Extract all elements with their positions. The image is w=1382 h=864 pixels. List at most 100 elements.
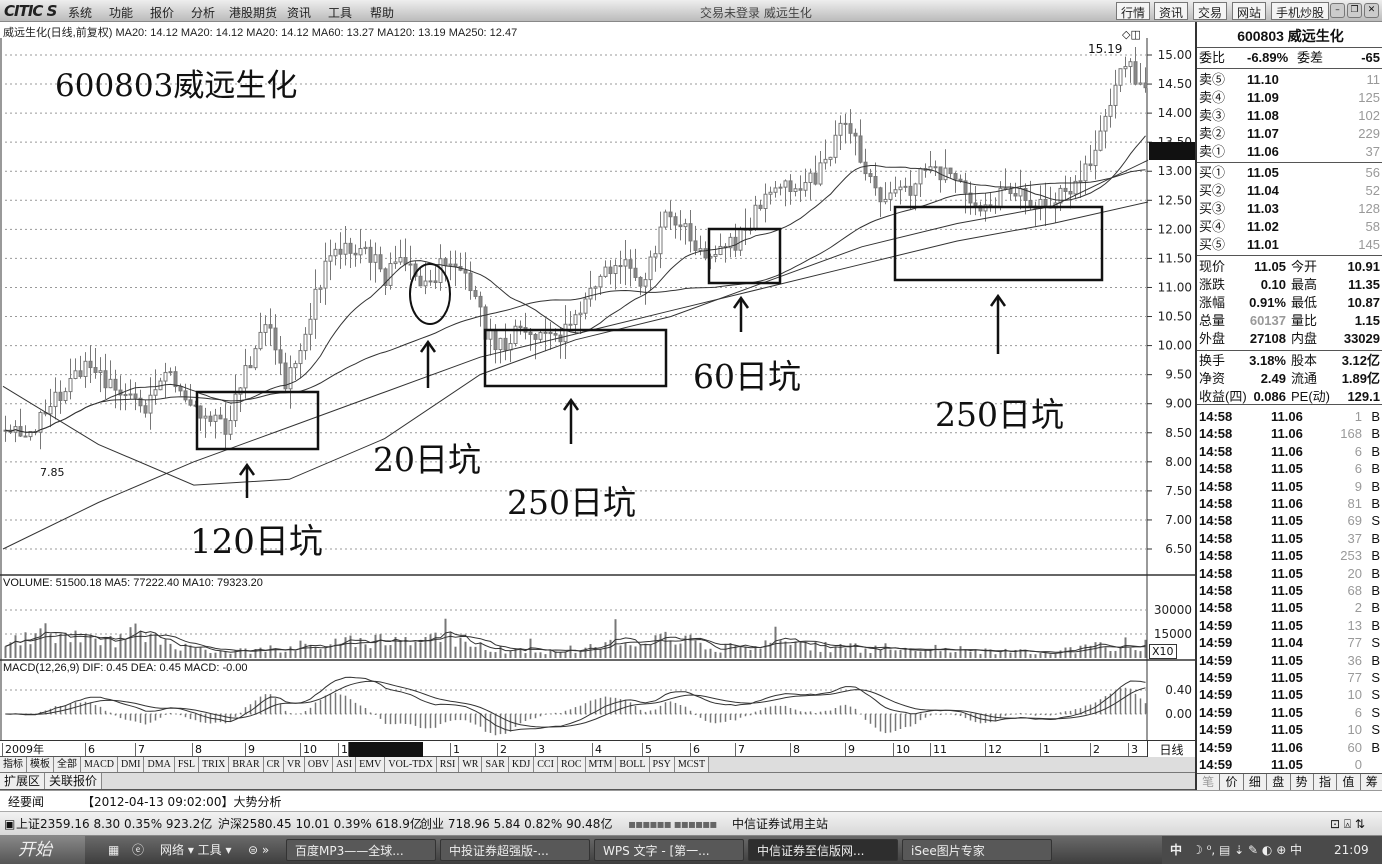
bid-row[interactable]: 买⑤ 11.01 145 xyxy=(1199,236,1382,254)
close-icon[interactable]: ✕ xyxy=(1364,3,1379,18)
candle-body xyxy=(608,266,613,275)
quote-tab[interactable]: 笔 xyxy=(1197,774,1221,791)
indicator-tab[interactable]: FSL xyxy=(174,757,200,772)
shanghai-index[interactable]: 上证2359.16 8.30 0.35% 923.2亿 xyxy=(16,817,213,831)
tab-related-quotes[interactable]: 关联报价 xyxy=(45,773,103,789)
indicator-tab[interactable]: OBV xyxy=(304,757,333,772)
indicator-tab[interactable]: ASI xyxy=(333,757,357,772)
ask-row[interactable]: 卖⑤ 11.10 11 xyxy=(1199,71,1382,89)
indicator-tab[interactable]: ROC xyxy=(557,757,586,772)
ask-row[interactable]: 卖① 11.06 37 xyxy=(1199,143,1382,161)
candle-body xyxy=(153,389,158,396)
candle-body xyxy=(683,223,688,228)
bid-row[interactable]: 买① 11.05 56 xyxy=(1199,164,1382,182)
info-button[interactable]: 资讯 xyxy=(1154,2,1189,20)
quote-tab[interactable]: 值 xyxy=(1337,774,1361,791)
task-citic[interactable]: 中信证券至信版网... xyxy=(748,839,898,861)
candle-body xyxy=(1123,66,1128,70)
mobile-trading-button[interactable]: 手机炒股 xyxy=(1271,2,1330,20)
price-tick-label: 9.50 xyxy=(1165,368,1192,382)
chart-options-icon[interactable]: ◇◫ xyxy=(1122,28,1141,41)
quote-tab[interactable]: 价 xyxy=(1220,774,1244,791)
status-menu-icon[interactable]: ▣ xyxy=(4,817,16,831)
ime-indicator[interactable]: 中 xyxy=(1170,843,1183,857)
menu-help[interactable]: 帮助 xyxy=(370,6,395,20)
bid-row[interactable]: 买② 11.04 52 xyxy=(1199,182,1382,200)
tab-extension-area[interactable]: 扩展区 xyxy=(0,773,46,789)
desktop-icon[interactable]: ▦ xyxy=(108,843,120,857)
quicklaunch-menu[interactable]: 网络 ▾ 工具 ▾ xyxy=(160,843,232,857)
hushen-index[interactable]: 沪深2580.45 10.01 0.39% 618.9亿 xyxy=(218,817,422,831)
indicator-tab[interactable]: VR xyxy=(283,757,305,772)
indicator-tab[interactable]: WR xyxy=(459,757,483,772)
candle-body xyxy=(453,263,458,268)
minimize-icon[interactable]: – xyxy=(1330,3,1345,18)
menu-quote[interactable]: 报价 xyxy=(150,6,175,20)
indicator-tab[interactable]: MTM xyxy=(585,757,617,772)
tick-time: 14:58 xyxy=(1199,565,1233,581)
task-baidu-mp3[interactable]: 百度MP3——全球... xyxy=(286,839,436,861)
indicator-tab[interactable]: CR xyxy=(263,757,284,772)
start-button[interactable]: 开始 xyxy=(0,836,85,864)
menu-info[interactable]: 资讯 xyxy=(287,6,312,20)
ask-row[interactable]: 卖② 11.07 229 xyxy=(1199,125,1382,143)
indicator-tab[interactable]: SAR xyxy=(482,757,509,772)
indicator-tab[interactable]: BRAR xyxy=(229,757,264,772)
date-tick: 1 xyxy=(450,743,460,756)
ie-icon[interactable]: ⓔ xyxy=(132,843,145,857)
indicator-tab[interactable]: 全部 xyxy=(54,757,81,772)
candle-body xyxy=(678,224,683,228)
menu-system[interactable]: 系统 xyxy=(68,6,93,20)
candle-body xyxy=(553,333,558,336)
menu-tools[interactable]: 工具 xyxy=(328,6,353,20)
media-icon[interactable]: ⊜ » xyxy=(248,843,270,857)
stat-value: 0.10 xyxy=(1260,277,1286,292)
kline-chart[interactable]: 15.0014.5014.0013.5013.0012.5012.0011.50… xyxy=(0,38,1195,740)
bid-row[interactable]: 买③ 11.03 128 xyxy=(1199,200,1382,218)
quote-tab[interactable]: 指 xyxy=(1313,774,1338,791)
candle-body xyxy=(143,405,148,414)
ask-row[interactable]: 卖④ 11.09 125 xyxy=(1199,89,1382,107)
tick-time: 14:59 xyxy=(1199,757,1233,772)
indicator-tab[interactable]: DMA xyxy=(144,757,175,772)
quote-tab[interactable]: 势 xyxy=(1290,774,1314,791)
indicator-tab[interactable]: 模板 xyxy=(27,757,54,772)
task-isee[interactable]: iSee图片专家 xyxy=(902,839,1052,861)
menu-hk-futures[interactable]: 港股期货 xyxy=(229,6,278,20)
indicator-tab[interactable]: RSI xyxy=(436,757,460,772)
indicator-tab[interactable]: CCI xyxy=(534,757,558,772)
market-button[interactable]: 行情 xyxy=(1116,2,1151,20)
quote-panel: 600803 威远生化 委比 -6.89% 委差 -65 卖⑤ 11.10 11… xyxy=(1195,22,1382,791)
indicator-tab[interactable]: MACD xyxy=(81,757,119,772)
website-button[interactable]: 网站 xyxy=(1232,2,1267,20)
indicator-tab[interactable]: 指标 xyxy=(0,757,27,772)
chinext-index[interactable]: 创业 718.96 5.84 0.82% 90.48亿 xyxy=(420,817,613,831)
trade-button[interactable]: 交易 xyxy=(1193,2,1228,20)
indicator-tab[interactable]: TRIX xyxy=(199,757,230,772)
indicator-tab[interactable]: EMV xyxy=(356,757,386,772)
indicator-tab[interactable]: KDJ xyxy=(508,757,535,772)
indicator-tab[interactable]: MCST xyxy=(674,757,710,772)
arrow-250-a-head xyxy=(562,397,580,411)
quote-tab[interactable]: 筹 xyxy=(1360,774,1382,791)
restore-icon[interactable]: ❐ xyxy=(1347,3,1362,18)
quote-tab[interactable]: 盘 xyxy=(1267,774,1291,791)
menu-analysis[interactable]: 分析 xyxy=(191,6,216,20)
quote-tab[interactable]: 细 xyxy=(1243,774,1268,791)
price-tick-label: 10.50 xyxy=(1158,310,1192,324)
period-label[interactable]: 日线 xyxy=(1147,741,1195,757)
indicator-tab[interactable]: PSY xyxy=(649,757,675,772)
menu-function[interactable]: 功能 xyxy=(109,6,134,20)
indicator-tab[interactable]: VOL-TDX xyxy=(385,757,437,772)
candle-body xyxy=(773,187,778,193)
task-wps[interactable]: WPS 文字 - [第一... xyxy=(594,839,744,861)
task-zhongtou[interactable]: 中投证券超强版-... xyxy=(440,839,590,861)
indicator-tab[interactable]: BOLL xyxy=(616,757,650,772)
ask-row[interactable]: 卖③ 11.08 102 xyxy=(1199,107,1382,125)
candle-body xyxy=(978,205,983,212)
bid-row[interactable]: 买④ 11.02 58 xyxy=(1199,218,1382,236)
news-headline[interactable]: 【2012-04-13 09:02:00】大势分析 xyxy=(82,795,282,809)
candle-body xyxy=(928,166,933,171)
candle-body xyxy=(443,258,448,266)
indicator-tab[interactable]: DMI xyxy=(118,757,145,772)
